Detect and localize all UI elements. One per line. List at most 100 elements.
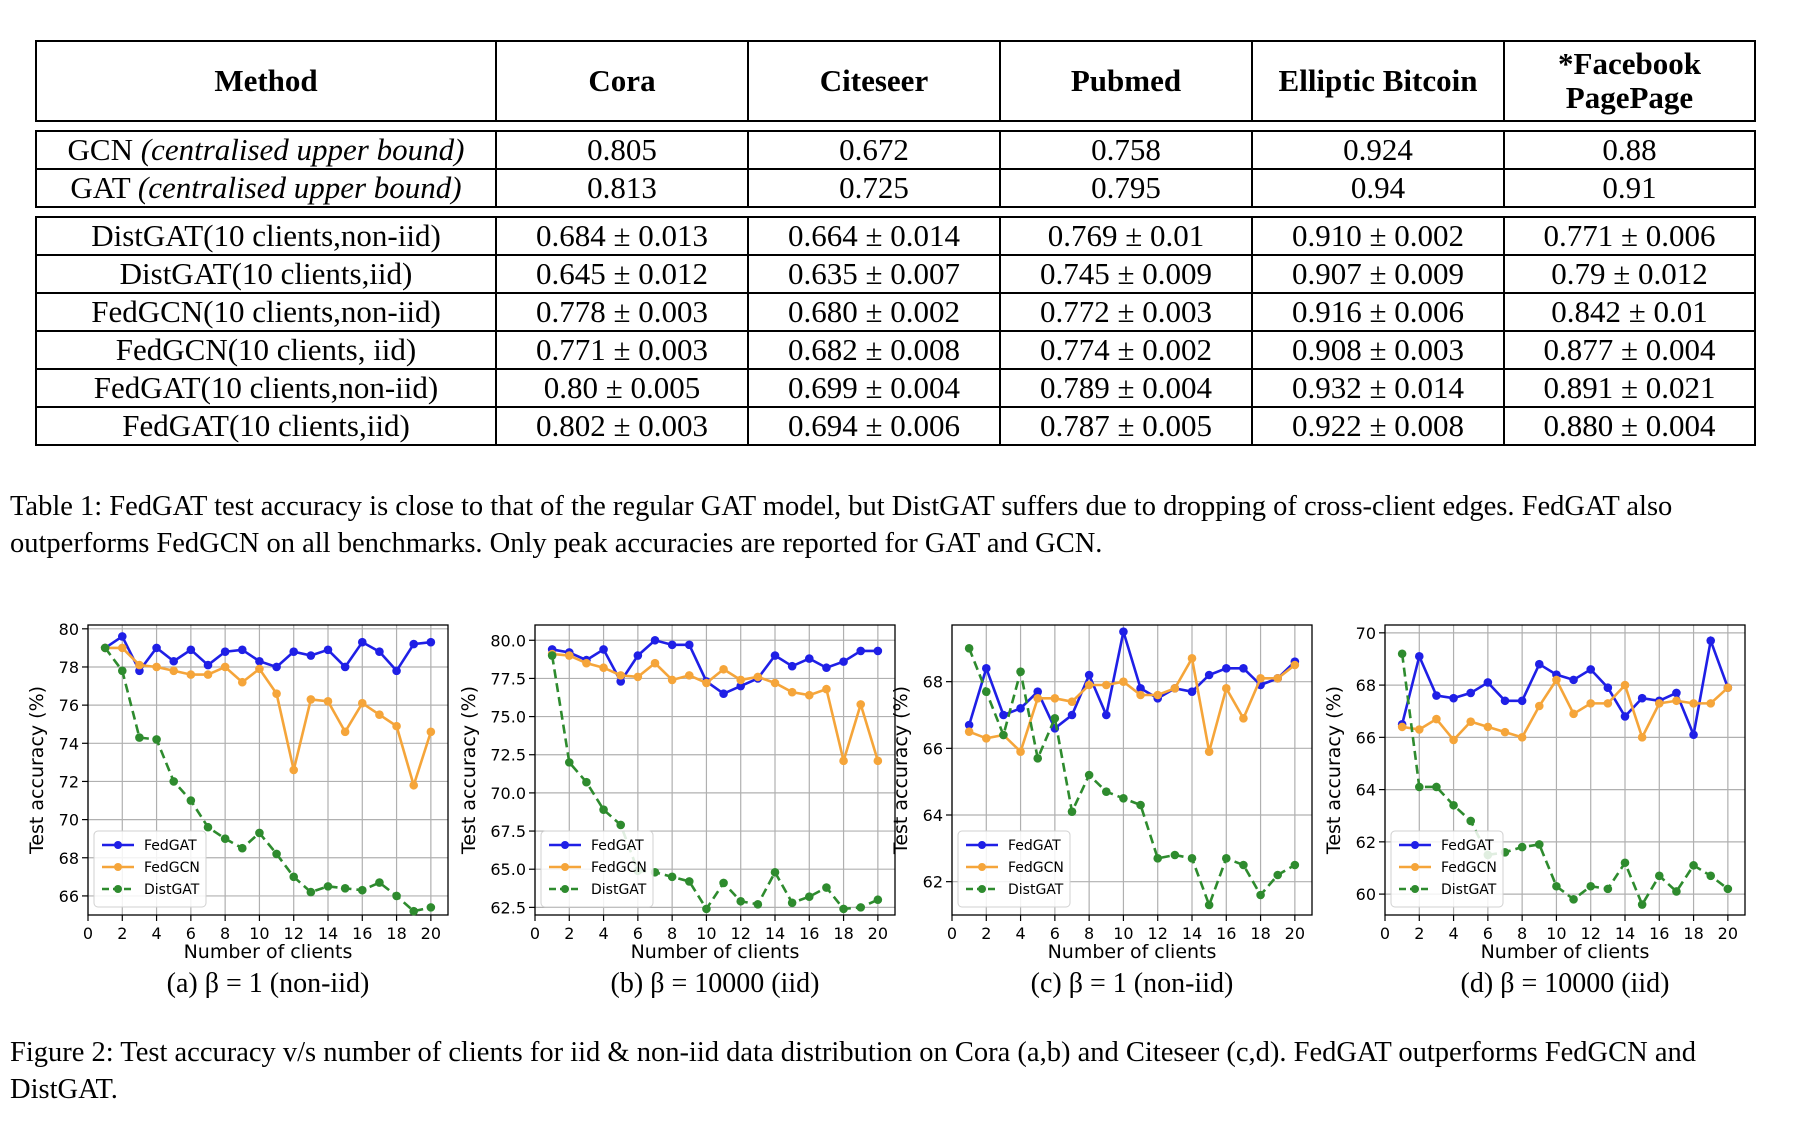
y-tick-label: 80.0 [490, 631, 526, 650]
data-point-distgat [981, 687, 991, 696]
y-tick-label: 70 [1356, 624, 1376, 643]
data-point-fedgcn [220, 662, 230, 672]
data-point-fedgcn [787, 687, 797, 697]
value-cell: 0.769 ± 0.01 [999, 216, 1253, 256]
data-point-fedgcn [1672, 696, 1681, 706]
data-point-fedgat [169, 656, 179, 666]
data-point-fedgat [856, 646, 866, 656]
table-row: FedGAT(10 clients,iid) 0.802 ± 0.003 0.694… [35, 406, 1756, 446]
data-point-distgat [1432, 782, 1441, 792]
data-point-distgat [306, 887, 316, 897]
data-point-fedgat [152, 643, 161, 653]
data-point-distgat [1517, 842, 1527, 852]
data-point-distgat [770, 867, 780, 877]
value-cell: 0.772 ± 0.003 [999, 292, 1253, 332]
legend-label: FedGCN [1441, 860, 1497, 876]
data-point-distgat [1170, 850, 1180, 860]
data-point-distgat [357, 885, 367, 895]
data-point-fedgat [1586, 665, 1596, 674]
value-cell: 0.924 [1251, 130, 1505, 170]
x-tick-label: 16 [1649, 924, 1669, 943]
column-header: Citeseer [747, 40, 1001, 122]
column-header: *Facebook PagePage [1503, 40, 1756, 122]
data-point-distgat [1050, 714, 1060, 723]
column-header: Elliptic Bitcoin [1251, 40, 1505, 122]
y-tick-label: 74 [59, 734, 79, 753]
x-tick-label: 14 [1182, 924, 1202, 943]
data-point-fedgcn [856, 700, 866, 709]
data-point-distgat [220, 834, 230, 843]
data-point-distgat [667, 872, 677, 882]
x-tick-label: 12 [1148, 924, 1168, 943]
data-point-fedgcn [340, 727, 350, 737]
data-point-fedgcn [152, 662, 161, 672]
subfigure-caption: (c) β = 1 (non-iid) [1030, 968, 1234, 999]
data-point-fedgcn [289, 765, 299, 775]
data-point-fedgcn [1534, 701, 1544, 711]
x-tick-label: 2 [117, 924, 127, 943]
legend-label: FedGAT [144, 838, 197, 854]
data-point-fedgat [1033, 687, 1043, 696]
data-point-fedgat [1016, 704, 1025, 713]
y-tick-label: 68 [923, 673, 943, 692]
data-point-distgat [1397, 649, 1407, 659]
data-point-fedgat [323, 645, 333, 655]
data-point-fedgat [1084, 670, 1094, 680]
x-axis-label: Number of clients [1048, 941, 1217, 963]
series-line-fedgcn [1401, 677, 1729, 742]
data-point-fedgcn [650, 658, 660, 668]
y-tick-label: 60 [1356, 885, 1376, 904]
x-tick-label: 4 [1015, 924, 1025, 943]
data-point-fedgat [1067, 710, 1077, 720]
column-header: Cora [495, 40, 749, 122]
y-axis-label: Test accuracy (%) [890, 686, 912, 855]
legend-marker [978, 863, 986, 871]
y-tick-label: 62 [923, 873, 943, 892]
data-point-fedgat [1136, 684, 1145, 693]
y-tick-label: 67.5 [490, 822, 526, 841]
data-point-distgat [702, 904, 711, 914]
data-point-fedgcn [1500, 727, 1510, 737]
data-point-distgat [1101, 787, 1111, 796]
data-point-distgat [272, 849, 281, 859]
column-header-text: Elliptic Bitcoin [1278, 63, 1478, 98]
y-tick-label: 64 [1356, 781, 1376, 800]
x-tick-label: 16 [799, 924, 819, 943]
data-point-fedgat [650, 635, 660, 645]
data-point-fedgcn [1552, 675, 1561, 685]
data-point-fedgcn [1723, 683, 1733, 693]
x-tick-label: 8 [667, 924, 677, 943]
method-note: (centralised upper bound) [140, 132, 465, 167]
data-point-distgat [599, 805, 608, 814]
data-point-fedgcn [1273, 674, 1283, 683]
legend-marker [561, 885, 569, 893]
value-cell: 0.645 ± 0.012 [495, 254, 749, 294]
data-point-fedgcn [1256, 674, 1265, 683]
data-point-fedgat [409, 639, 419, 649]
data-point-distgat [616, 820, 626, 830]
table-row: GCN (centralised upper bound) 0.805 0.672 0… [35, 130, 1756, 170]
column-header-text: Pubmed [1070, 63, 1182, 98]
data-point-fedgat [804, 654, 814, 663]
y-tick-label: 62.5 [490, 898, 526, 917]
value-cell: 0.908 ± 0.003 [1251, 330, 1505, 370]
series-line-fedgat [1400, 635, 1730, 740]
value-cell: 0.91 [1503, 168, 1756, 208]
data-point-fedgcn [1689, 699, 1698, 708]
data-point-distgat [1414, 782, 1424, 792]
data-point-fedgat [1603, 683, 1613, 693]
data-point-fedgat [873, 646, 883, 656]
y-tick-label: 66 [1356, 728, 1376, 747]
data-point-distgat [1290, 860, 1300, 870]
value-cell: 0.916 ± 0.006 [1251, 292, 1505, 332]
legend-box [540, 830, 654, 908]
data-point-distgat [1273, 870, 1283, 880]
x-tick-label: 12 [731, 924, 751, 943]
value-cell: 0.88 [1503, 130, 1756, 170]
legend-marker [1411, 841, 1419, 849]
data-point-fedgat [1569, 675, 1578, 685]
data-point-fedgcn [1466, 717, 1476, 726]
data-point-fedgat [1414, 652, 1424, 661]
